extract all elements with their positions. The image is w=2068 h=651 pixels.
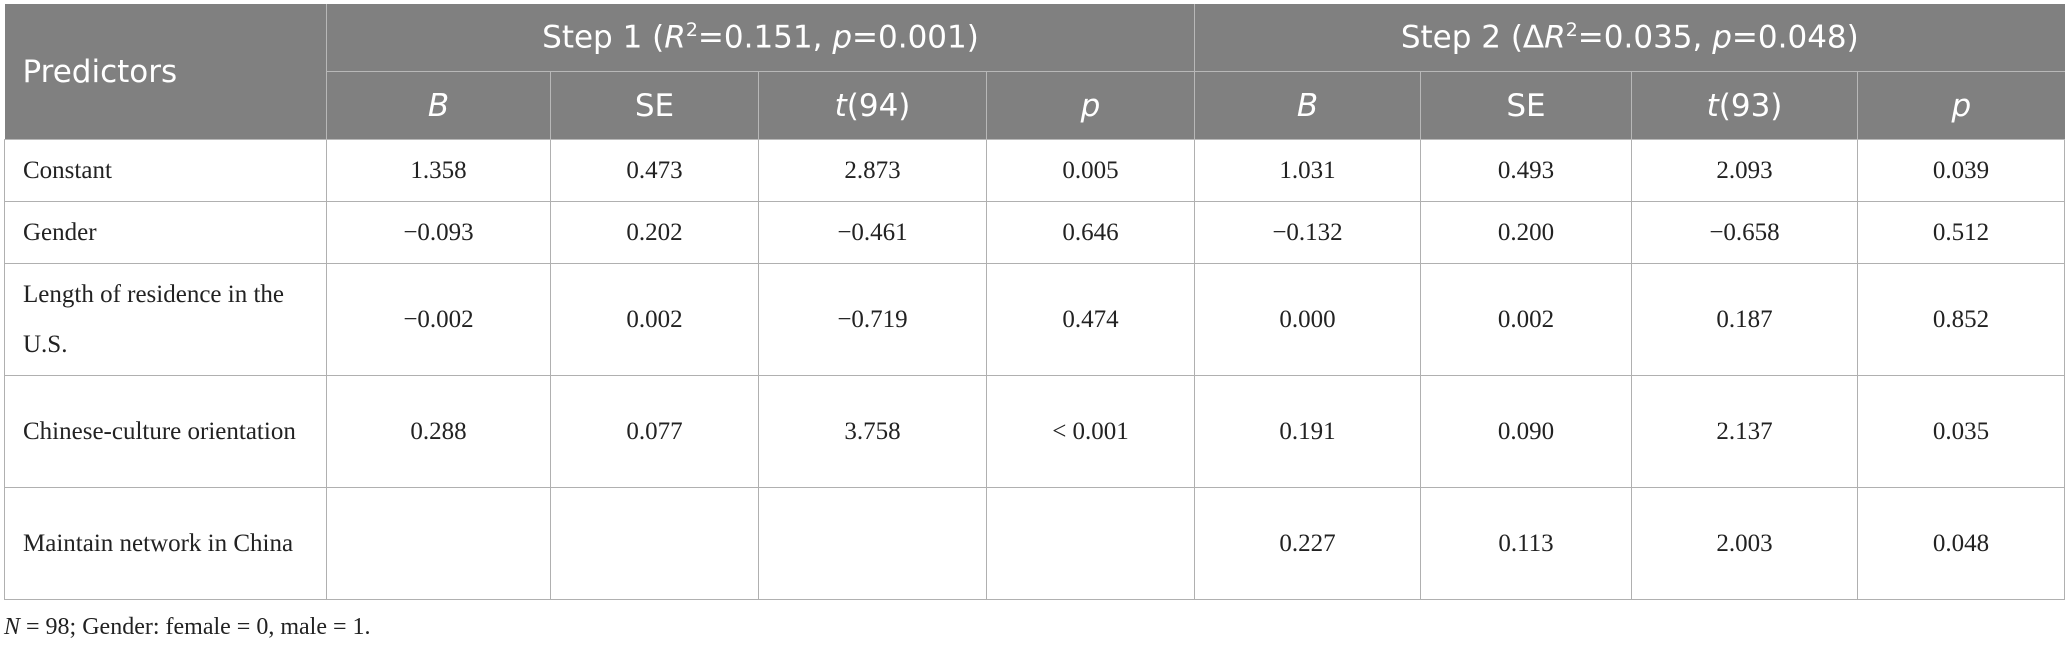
header-text: 2 [1565, 19, 1578, 42]
value-cell: 0.005 [985, 139, 1196, 202]
value-cell: −0.461 [758, 201, 987, 264]
value-cell: 2.873 [758, 139, 987, 202]
header-text: t [834, 87, 847, 124]
table-row: Length of residence in the U.S. −0.002 0.0… [4, 263, 2066, 376]
value-cell: < 0.001 [985, 375, 1196, 488]
header-text: Step 2 (Δ [1400, 19, 1545, 56]
value-cell: 0.039 [1857, 139, 2066, 202]
header-cell: p [1857, 71, 2065, 140]
value-cell: 0.077 [550, 375, 759, 488]
header-text: SE [634, 87, 675, 124]
header-cell: SE [1420, 71, 1632, 140]
value-cell [326, 487, 551, 600]
value-cell: 0.035 [1857, 375, 2066, 488]
note-text: = 98; Gender: female = 0, male = 1. [20, 614, 371, 640]
value-cell: −0.093 [326, 201, 551, 264]
header-cell: B [326, 71, 551, 140]
value-cell: 1.031 [1194, 139, 1422, 202]
value-cell: 0.191 [1194, 375, 1422, 488]
value-cell: 0.493 [1420, 139, 1633, 202]
value-cell: 0.512 [1857, 201, 2066, 264]
header-text: p [1712, 19, 1732, 56]
value-cell: 0.200 [1420, 201, 1633, 264]
table-row: Gender −0.093 0.202 −0.461 0.646 −0.132 0.200−… [4, 201, 2066, 264]
header-text: p [1080, 87, 1101, 124]
value-cell: 0.048 [1857, 487, 2066, 600]
header-cell: t(94) [758, 71, 987, 140]
header-text: (93) [1718, 87, 1783, 124]
value-cell: 2.137 [1631, 375, 1859, 488]
header-text: B [427, 87, 450, 124]
value-cell [758, 487, 987, 600]
table-row: Chinese-culture orientation 0.288 0.077 3.7… [4, 375, 2066, 488]
value-cell: 1.358 [326, 139, 551, 202]
value-cell: 0.474 [985, 263, 1196, 376]
table-row: Constant 1.358 0.473 2.873 0.005 1.031 0.493 2.… [4, 139, 2066, 202]
note-text: N [4, 614, 21, 640]
header-text: =0.035, [1577, 19, 1713, 56]
value-cell: 0.090 [1420, 375, 1633, 488]
header-text: (94) [846, 87, 911, 124]
header-text: B [1296, 87, 1319, 124]
table-row: Maintain network in China 0.227 0.113 2.003… [4, 487, 2066, 600]
header-text: SE [1506, 87, 1546, 124]
value-cell: 0.002 [1420, 263, 1633, 376]
value-cell: −0.719 [758, 263, 987, 376]
regression-table: Predictors Step 1 (R2=0.151, p=0.001) St… [4, 4, 2066, 600]
value-cell: 0.288 [326, 375, 551, 488]
header-cell: p [985, 71, 1195, 140]
header-cell: Step 1 (R2=0.151, p=0.001) [325, 4, 1195, 72]
header-text: =0.151, [697, 19, 833, 56]
label-cell: Length of residence in the U.S. [4, 263, 327, 376]
table-body: Constant 1.358 0.473 2.873 0.005 1.031 0.493 2.… [4, 139, 2066, 600]
value-cell: −0.002 [326, 263, 551, 376]
header-cell: Predictors [4, 4, 327, 140]
header-cell: SE [550, 71, 759, 140]
label-cell: Gender [4, 201, 327, 264]
header-row: Predictors Step 1 (R2=0.151, p=0.001) St… [4, 4, 2065, 140]
header-text: p [832, 19, 853, 56]
value-cell: 0.000 [1194, 263, 1422, 376]
label-cell: Maintain network in China [4, 487, 327, 600]
header-text: Step 1 ( [542, 19, 665, 56]
header-text: t [1706, 87, 1719, 124]
table-header: Predictors Step 1 (R2=0.151, p=0.001) St… [4, 4, 2065, 140]
value-cell: 0.113 [1420, 487, 1633, 600]
value-cell: 0.002 [550, 263, 759, 376]
label-cell: Constant [4, 139, 327, 202]
value-cell [550, 487, 759, 600]
header-text: p [1951, 87, 1972, 124]
value-cell: 2.093 [1631, 139, 1859, 202]
header-text: R [1544, 19, 1566, 56]
header-cell: Step 2 (ΔR2=0.035, p=0.048) [1194, 4, 2065, 72]
label-cell: Chinese-culture orientation [4, 375, 327, 488]
value-cell: −0.658 [1631, 201, 1859, 264]
value-cell: 0.646 [985, 201, 1196, 264]
value-cell: 2.003 [1631, 487, 1859, 600]
value-cell: 0.852 [1857, 263, 2066, 376]
value-cell [985, 487, 1196, 600]
header-text: R [664, 19, 686, 56]
value-cell: 0.202 [550, 201, 759, 264]
value-cell: 0.227 [1194, 487, 1422, 600]
value-cell: 0.187 [1631, 263, 1859, 376]
header-text: 2 [685, 19, 698, 42]
table-note: N = 98; Gender: female = 0, male = 1. [4, 614, 371, 641]
value-cell: 3.758 [758, 375, 987, 488]
value-cell: 0.473 [550, 139, 759, 202]
header-text: =0.048) [1731, 19, 1859, 56]
value-cell: −0.132 [1194, 201, 1422, 264]
header-text: =0.001) [852, 19, 979, 56]
header-cell: t(93) [1631, 71, 1858, 140]
header-row: B SE t(94) p B SE t(93) p [5, 71, 2065, 140]
header-cell: B [1194, 71, 1421, 140]
